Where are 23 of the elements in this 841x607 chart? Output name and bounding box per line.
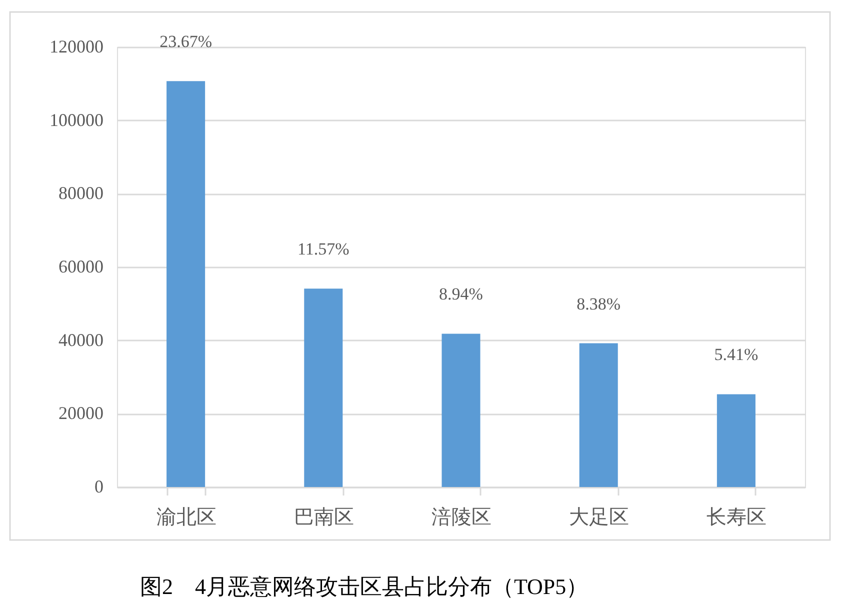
y-tick-label: 40000 bbox=[58, 330, 104, 350]
bar bbox=[304, 288, 343, 487]
annotation: 11.57% bbox=[298, 240, 350, 259]
x-tick-label: 大足区 bbox=[569, 506, 630, 528]
text: 图2 4月恶意网络攻击区县占比分布（TOP5） bbox=[140, 574, 588, 599]
y-tick-label: 100000 bbox=[50, 110, 104, 130]
bar bbox=[716, 394, 756, 487]
annotation: 8.38% bbox=[576, 294, 621, 314]
y-tick-label: 60000 bbox=[58, 256, 104, 276]
x-tick-label: 长寿区 bbox=[706, 506, 767, 528]
annotation: 23.67% bbox=[160, 32, 212, 52]
annotation: 8.94% bbox=[439, 284, 483, 304]
y-tick-label: 0 bbox=[94, 476, 104, 496]
y-tick-label: 120000 bbox=[50, 36, 104, 56]
y-tick-label: 80000 bbox=[58, 183, 104, 204]
bar bbox=[579, 343, 618, 487]
x-tick-label: 涪陵区 bbox=[432, 506, 492, 528]
y-tick-label: 20000 bbox=[58, 403, 104, 424]
annotation: 5.41% bbox=[714, 345, 758, 364]
bar bbox=[166, 81, 206, 487]
x-tick-label: 巴南区 bbox=[294, 506, 354, 528]
bar bbox=[442, 334, 480, 487]
x-tick-label: 渝北区 bbox=[156, 506, 216, 528]
